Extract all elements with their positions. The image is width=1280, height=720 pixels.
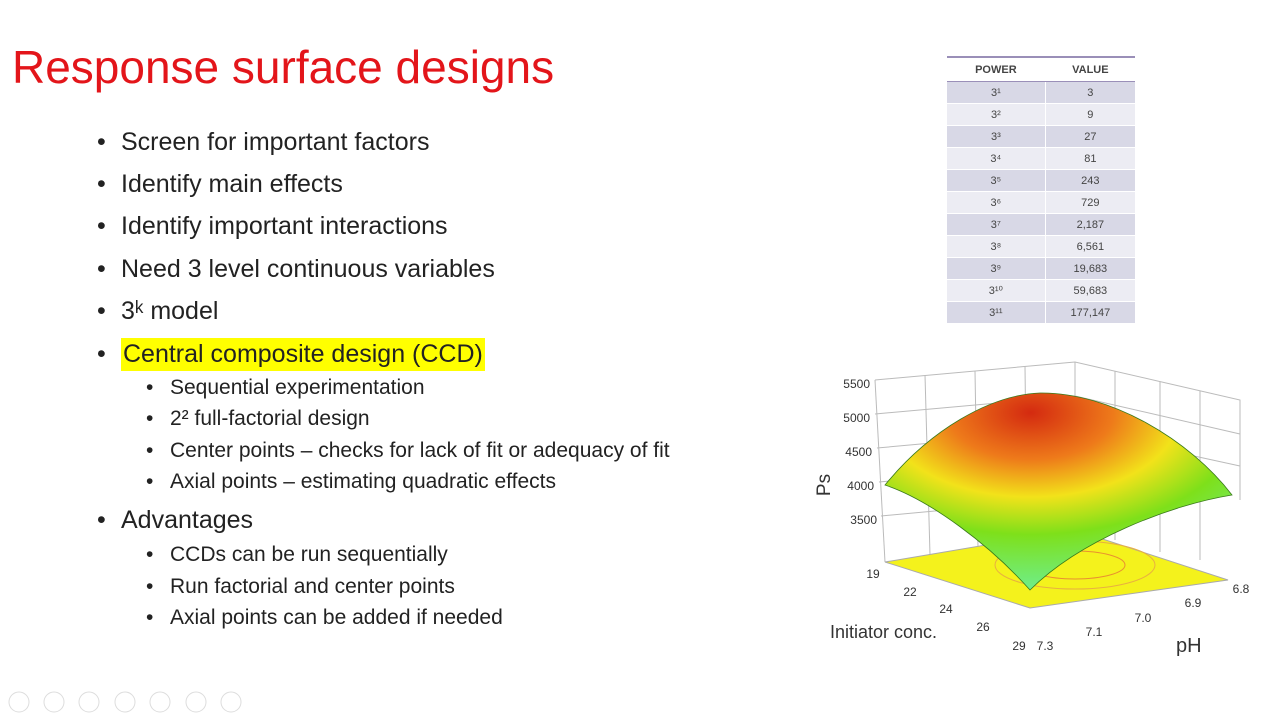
table-row: 3¹ 3 bbox=[947, 81, 1135, 104]
sub-bullet-text: Center points – checks for lack of fit o… bbox=[170, 439, 670, 462]
table-cell: 27 bbox=[1045, 125, 1135, 148]
table-cell: 3³ bbox=[947, 125, 1046, 148]
bullet-dot: • bbox=[97, 212, 106, 240]
bullet-text: Identify important interactions bbox=[121, 212, 448, 240]
sub-bullet-text: Sequential experimentation bbox=[170, 376, 425, 399]
table-header: POWER bbox=[947, 56, 1046, 82]
player-toolbar bbox=[8, 691, 242, 713]
sub-bullet-text: Run factorial and center points bbox=[170, 575, 455, 598]
x-tick-label: 19 bbox=[866, 567, 880, 581]
sub-bullet-dot: • bbox=[146, 407, 154, 430]
sub-bullet-dot: • bbox=[146, 470, 154, 493]
bullet-dot: • bbox=[97, 340, 106, 368]
table-row: 3⁴ 81 bbox=[947, 147, 1135, 170]
x-tick-label: 29 bbox=[1012, 639, 1026, 653]
table-cell: 3⁴ bbox=[947, 147, 1046, 170]
table-row: 3⁵ 243 bbox=[947, 169, 1135, 192]
table-cell: 3² bbox=[947, 103, 1046, 126]
power-table: POWER VALUE 3¹ 3 3² 9 3³ 27 3⁴ 81 3⁵ 243 3⁶ 729 3⁷ 2,1… bbox=[947, 56, 1135, 324]
table-cell: 243 bbox=[1045, 169, 1135, 192]
bullet-text: Identify main effects bbox=[121, 170, 343, 198]
y-tick-label: 6.8 bbox=[1233, 582, 1250, 596]
bullet-dot: • bbox=[97, 255, 106, 283]
sub-bullet-dot: • bbox=[146, 543, 154, 566]
x-tick-label: 22 bbox=[903, 585, 917, 599]
bullet-text: Central composite design (CCD) bbox=[121, 338, 485, 371]
sub-bullet-text: Axial points can be added if needed bbox=[170, 606, 503, 629]
sub-bullet-dot: • bbox=[146, 606, 154, 629]
z-tick-label: 3500 bbox=[850, 513, 877, 527]
sub-bullet-dot: • bbox=[146, 376, 154, 399]
table-cell: 3⁵ bbox=[947, 169, 1046, 192]
y-tick-label: 7.0 bbox=[1135, 611, 1152, 625]
table-cell: 3¹⁰ bbox=[947, 279, 1046, 302]
x-tick-label: 24 bbox=[939, 602, 953, 616]
table-header: VALUE bbox=[1045, 56, 1135, 82]
y-tick-label: 7.3 bbox=[1037, 639, 1054, 653]
x-tick-label: 26 bbox=[976, 620, 990, 634]
bullet-dot: • bbox=[97, 170, 106, 198]
z-tick-label: 4000 bbox=[847, 479, 874, 493]
table-cell: 2,187 bbox=[1045, 213, 1135, 236]
table-cell: 3¹ bbox=[947, 81, 1046, 104]
table-cell: 19,683 bbox=[1045, 257, 1135, 280]
table-row: 3¹⁰ 59,683 bbox=[947, 279, 1135, 302]
x-axis-label: Initiator conc. bbox=[830, 622, 937, 642]
table-cell: 729 bbox=[1045, 191, 1135, 214]
table-row: 3³ 27 bbox=[947, 125, 1135, 148]
sub-bullet-text: CCDs can be run sequentially bbox=[170, 543, 448, 566]
response-surface bbox=[884, 392, 1233, 591]
bullet-text: Screen for important factors bbox=[121, 128, 430, 156]
table-row: 3⁹ 19,683 bbox=[947, 257, 1135, 280]
bullet-text: Need 3 level continuous variables bbox=[121, 255, 495, 283]
sub-bullet-dot: • bbox=[146, 439, 154, 462]
table-cell: 59,683 bbox=[1045, 279, 1135, 302]
table-cell: 9 bbox=[1045, 103, 1135, 126]
table-cell: 3 bbox=[1045, 81, 1135, 104]
table-row: 3⁸ 6,561 bbox=[947, 235, 1135, 258]
sub-bullet-text: 2² full-factorial design bbox=[170, 407, 370, 430]
bullet-dot: • bbox=[97, 506, 106, 534]
table-cell: 3⁶ bbox=[947, 191, 1046, 214]
table-cell: 177,147 bbox=[1045, 301, 1135, 324]
slide-title: Response surface designs bbox=[12, 41, 555, 93]
bullet-dot: • bbox=[97, 128, 106, 156]
y-tick-label: 7.1 bbox=[1086, 625, 1103, 639]
table-cell: 6,561 bbox=[1045, 235, 1135, 258]
table-row: 3⁶ 729 bbox=[947, 191, 1135, 214]
bullet-dot: • bbox=[97, 297, 106, 325]
bullet-text: 3ᵏ model bbox=[121, 297, 219, 325]
table-cell: 81 bbox=[1045, 147, 1135, 170]
z-axis-label: Ps bbox=[814, 474, 835, 496]
z-tick-label: 5500 bbox=[843, 377, 870, 391]
y-tick-label: 6.9 bbox=[1185, 596, 1202, 610]
table-cell: 3¹¹ bbox=[947, 301, 1046, 324]
table-cell: 3⁹ bbox=[947, 257, 1046, 280]
sub-bullet-text: Axial points – estimating quadratic effe… bbox=[170, 470, 556, 493]
z-tick-label: 5000 bbox=[843, 411, 870, 425]
z-tick-label: 4500 bbox=[845, 445, 872, 459]
table-row: 3² 9 bbox=[947, 103, 1135, 126]
table-row: 3⁷ 2,187 bbox=[947, 213, 1135, 236]
table-row: 3¹¹ 177,147 bbox=[947, 301, 1135, 324]
y-axis-label: pH bbox=[1176, 635, 1202, 657]
table-cell: 3⁷ bbox=[947, 213, 1046, 236]
bullet-text: Advantages bbox=[121, 506, 254, 534]
sub-bullet-dot: • bbox=[146, 575, 154, 598]
table-cell: 3⁸ bbox=[947, 235, 1046, 258]
